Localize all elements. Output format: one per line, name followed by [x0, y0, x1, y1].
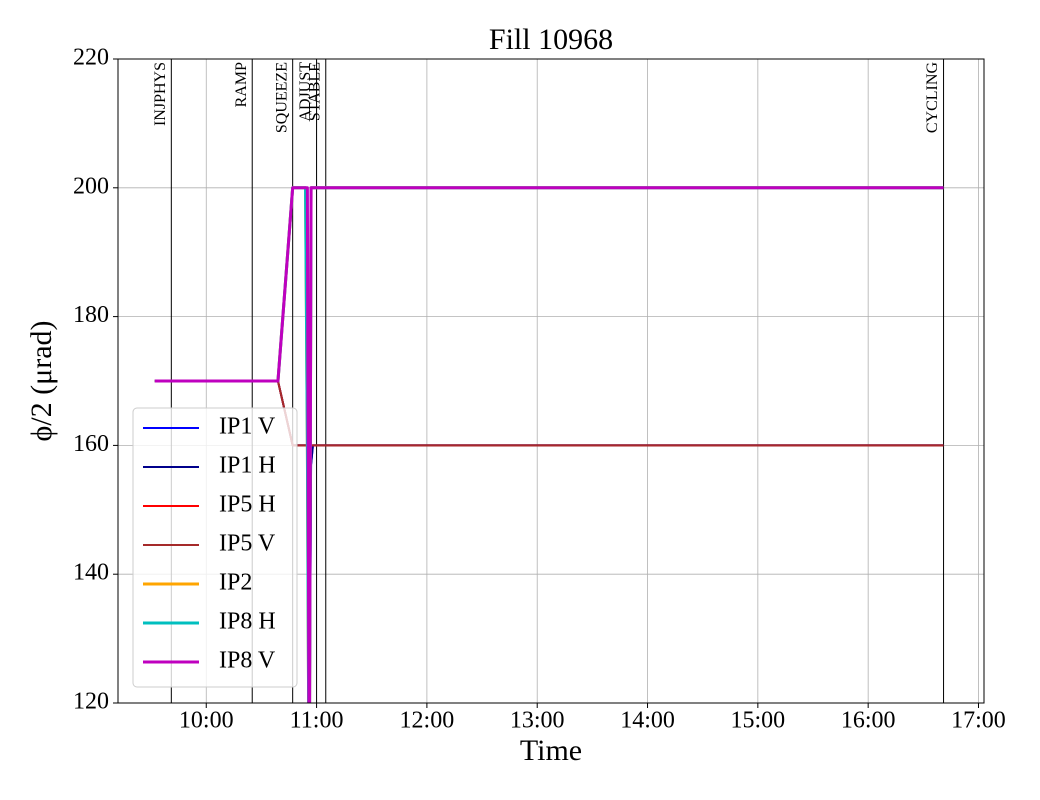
- x-tick-label: 16:00: [841, 708, 896, 734]
- legend-label: IP5 V: [219, 531, 276, 557]
- legend-label: IP1 H: [219, 453, 276, 479]
- x-tick-label: 11:00: [290, 708, 344, 734]
- y-tick-label: 200: [73, 173, 109, 199]
- legend-label: IP8 V: [219, 648, 276, 674]
- legend-label: IP8 H: [219, 609, 276, 635]
- y-tick-label: 220: [73, 45, 109, 71]
- x-tick-label: 12:00: [400, 708, 455, 734]
- x-tick-label: 13:00: [510, 708, 565, 734]
- ticks: 120 140 160 180 200 220 10:00 11:00 12:00 13:00 14…: [73, 45, 1006, 734]
- y-axis-label: ϕ/2 (μrad): [25, 321, 58, 442]
- x-tick-label: 17:00: [951, 708, 1006, 734]
- plot-lines: [154, 186, 944, 703]
- legend-label: IP2: [219, 570, 252, 596]
- x-tick-label: 14:00: [620, 708, 675, 734]
- x-axis-label: Time: [520, 734, 582, 767]
- y-tick-label: 180: [73, 302, 109, 328]
- legend-label: IP5 H: [219, 492, 276, 518]
- y-tick-label: 160: [73, 431, 109, 457]
- series-line: [154, 186, 944, 703]
- mode-label: STABLE: [306, 62, 323, 121]
- x-tick-label: 10:00: [179, 708, 234, 734]
- y-tick-label: 120: [73, 689, 109, 715]
- mode-label: INJPHYS: [152, 62, 169, 126]
- legend: IP1 V IP1 H IP5 H IP5 V IP2 IP8 H IP8 V: [132, 407, 298, 688]
- x-tick-label: 15:00: [731, 708, 786, 734]
- mode-label: SQUEEZE: [273, 62, 290, 133]
- legend-box: [132, 407, 298, 688]
- chart-title: Fill 10968: [489, 23, 613, 56]
- plot-frame: [117, 58, 985, 704]
- mode-label: ADJUST: [297, 62, 314, 122]
- legend-label: IP1 V: [219, 414, 276, 440]
- mode-label: CYCLING: [924, 62, 941, 134]
- mode-label: RAMP: [233, 62, 250, 107]
- y-tick-label: 140: [73, 560, 109, 586]
